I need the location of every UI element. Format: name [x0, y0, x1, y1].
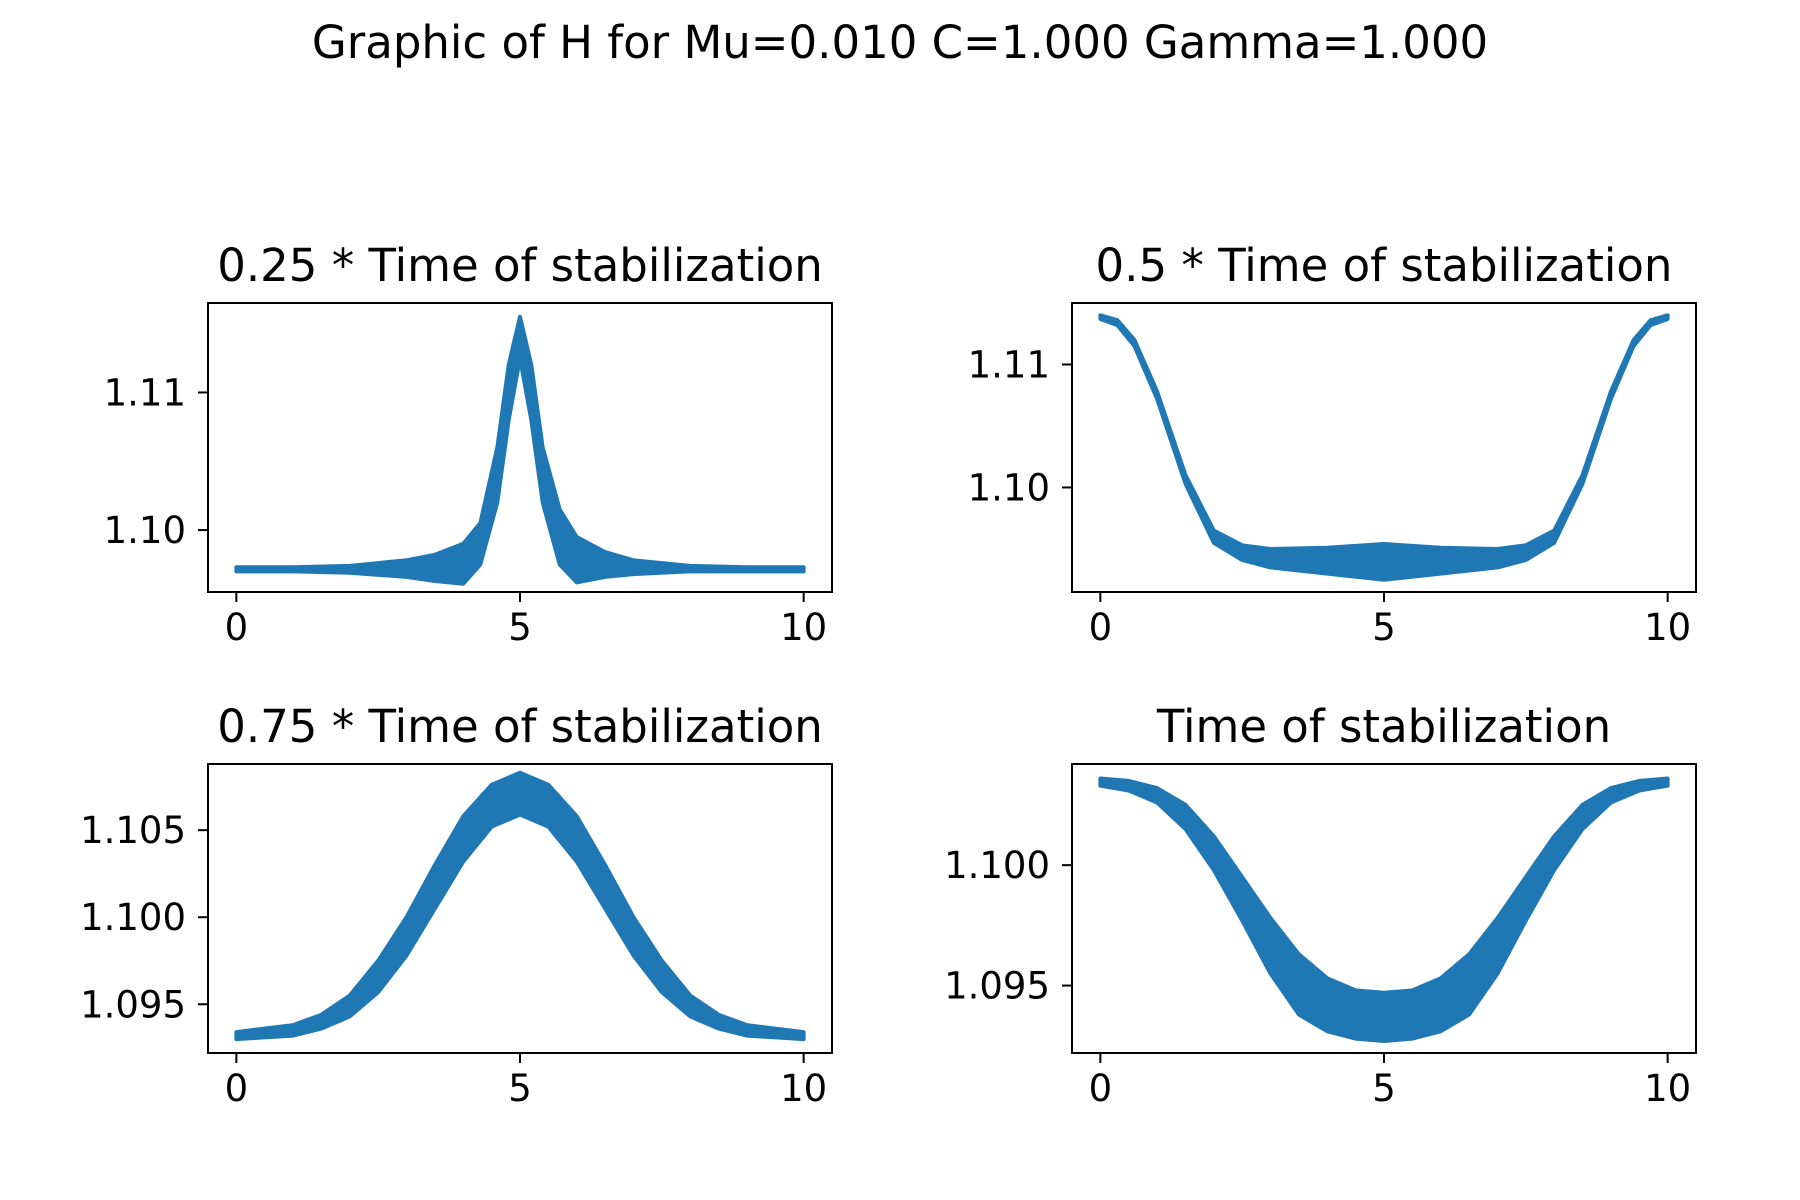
y-tick-label: 1.100: [944, 844, 1050, 887]
y-tick-label: 1.11: [104, 371, 186, 414]
data-band: [234, 314, 806, 586]
data-band: [1098, 776, 1670, 1043]
y-tick-label: 1.095: [944, 965, 1050, 1008]
y-tick-label: 1.10: [968, 466, 1050, 509]
subplot-title: 0.75 * Time of stabilization: [217, 700, 823, 753]
x-tick-label: 5: [508, 1067, 532, 1110]
subplot-1: 0.25 * Time of stabilization 0 5 10 1.10 1.11: [104, 239, 833, 649]
x-tick-label: 10: [780, 1067, 827, 1110]
subplot-2: 0.5 * Time of stabilization 0 5 10 1.10 1.11: [968, 239, 1697, 649]
subplot-title: 0.5 * Time of stabilization: [1096, 239, 1673, 292]
x-tick-label: 0: [225, 606, 249, 649]
subplot-title: Time of stabilization: [1156, 700, 1611, 753]
figure-title: Graphic of H for Mu=0.010 C=1.000 Gamma=…: [312, 16, 1488, 69]
subplot-4: Time of stabilization 0 5 10 1.095 1.100: [944, 700, 1697, 1110]
subplot-3: 0.75 * Time of stabilization 0 5 10 1.095 1.1…: [80, 700, 833, 1110]
y-tick-label: 1.105: [80, 809, 186, 852]
x-tick-label: 10: [1644, 1067, 1691, 1110]
data-band: [234, 770, 806, 1042]
x-tick-label: 10: [1644, 606, 1691, 649]
x-tick-label: 5: [1372, 606, 1396, 649]
x-tick-label: 5: [1372, 1067, 1396, 1110]
y-tick-label: 1.100: [80, 896, 186, 939]
x-tick-label: 5: [508, 606, 532, 649]
x-tick-label: 0: [1089, 1067, 1113, 1110]
subplot-title: 0.25 * Time of stabilization: [217, 239, 823, 292]
y-tick-label: 1.10: [104, 509, 186, 552]
x-tick-label: 0: [225, 1067, 249, 1110]
x-tick-label: 10: [780, 606, 827, 649]
x-tick-label: 0: [1089, 606, 1113, 649]
data-band: [1098, 313, 1670, 582]
subplot-grid: 0.25 * Time of stabilization 0 5 10 1.10 1.11…: [80, 239, 1697, 1110]
y-tick-label: 1.095: [80, 983, 186, 1026]
y-tick-label: 1.11: [968, 343, 1050, 386]
